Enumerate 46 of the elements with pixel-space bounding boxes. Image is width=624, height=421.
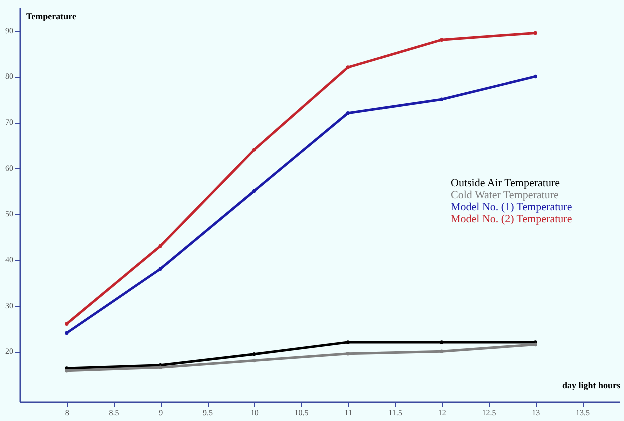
text: Cold Water Temperature	[451, 190, 560, 202]
y-axis-title: Temperature	[26, 12, 76, 22]
y-tick-label: 90	[6, 26, 14, 36]
point	[346, 112, 350, 116]
point	[534, 74, 538, 79]
x-tick-label: 13.5	[576, 408, 590, 418]
y-tick-label: 60	[6, 164, 14, 173]
x-tick-label: 10.5	[294, 408, 309, 418]
x-tick-label: 8	[65, 408, 70, 418]
point	[346, 352, 350, 356]
point	[158, 244, 162, 248]
x-tick-label: 11	[344, 408, 352, 418]
x-axis-title: day light hours	[562, 380, 621, 390]
point	[158, 366, 162, 370]
point	[65, 331, 69, 336]
y-tick-label: 80	[6, 72, 14, 82]
text: Outside Air Temperature	[451, 178, 560, 190]
point	[440, 38, 444, 42]
x-tick-label: 10	[250, 408, 259, 418]
point	[252, 352, 256, 356]
y-tick-label: 30	[6, 301, 14, 310]
x-tick-label: 9	[159, 408, 164, 418]
y-tick-label: 40	[6, 255, 14, 264]
point	[252, 189, 256, 194]
x-tick-label: 8.5	[109, 408, 120, 418]
point	[534, 342, 538, 347]
text: Model No. (2) Temperature	[451, 214, 572, 226]
y-tick-label: 70	[6, 118, 14, 128]
point	[534, 31, 538, 36]
point	[346, 66, 350, 70]
point	[346, 340, 350, 344]
x-tick-label: 12.5	[482, 408, 496, 418]
point	[65, 322, 69, 326]
point	[65, 368, 69, 373]
x-tick-label: 11.5	[388, 408, 402, 418]
x-tick-label: 9.5	[203, 408, 213, 418]
point	[440, 350, 444, 354]
point	[440, 340, 444, 344]
y-tick-label: 20	[6, 347, 14, 356]
x-tick-label: 13	[532, 408, 540, 418]
point	[158, 267, 162, 272]
point	[440, 98, 444, 102]
y-tick-label: 50	[6, 210, 14, 219]
point	[252, 148, 256, 152]
text: Model No. (1) Temperature	[451, 202, 572, 214]
x-tick-label: 12	[438, 408, 446, 418]
